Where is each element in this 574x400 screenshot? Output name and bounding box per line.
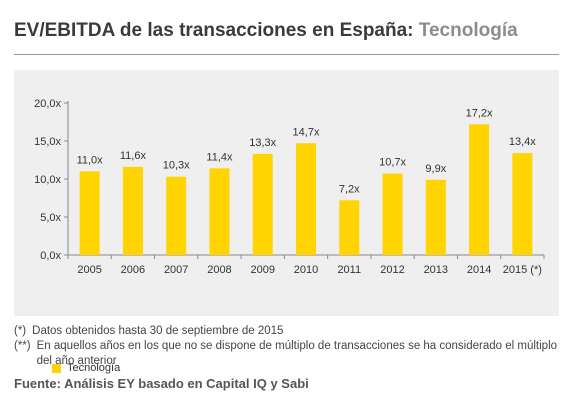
footnote-text: En aquellos años en los que no se dispon… [36, 340, 558, 367]
x-tick-label: 2013 [424, 264, 448, 276]
bar [296, 143, 316, 255]
legend-label: Tecnología [67, 362, 121, 374]
source-note: Fuente: Análisis EY basado en Capital IQ… [14, 376, 309, 391]
bar [252, 153, 273, 255]
data-label: 11,6x [120, 150, 147, 162]
bar-chart: 0,0x 5,0x 10,0x 15,0x 20,0x 11,0x 2005 11,6x 200… [34, 98, 545, 276]
y-tick-label: 0,0x [40, 250, 61, 262]
x-tick-label: 2010 [294, 264, 318, 276]
footnote-text: Datos obtenidos hasta 30 de septiembre d… [32, 325, 284, 337]
x-tick-label: 2014 [467, 264, 491, 276]
bar [209, 168, 230, 255]
chart-title-sector: Tecnología [418, 20, 518, 41]
x-tick-label: 2007 [164, 264, 188, 276]
x-tick-label: 2008 [207, 264, 231, 276]
data-label: 10,3x [163, 160, 190, 172]
data-label: 13,4x [509, 136, 536, 148]
y-tick-label: 20,0x [34, 98, 61, 110]
bar [382, 173, 403, 255]
data-label: 10,7x [379, 157, 406, 169]
bar [79, 171, 100, 255]
x-tick-label: 2012 [380, 264, 404, 276]
chart-panel: 0,0x 5,0x 10,0x 15,0x 20,0x 11,0x 2005 11,6x 200… [14, 70, 559, 374]
data-label: 11,4x [206, 151, 233, 163]
bar [122, 166, 143, 255]
data-label: 7,2x [339, 183, 360, 195]
x-tick-label: 2011 [337, 264, 361, 276]
bar [469, 124, 490, 255]
footnote-mark: (**) [14, 340, 31, 352]
bar [425, 179, 446, 255]
chart-legend: Tecnología [52, 362, 120, 374]
footnote: (**) En aquellos años en los que no se d… [14, 339, 564, 369]
footnotes: (*) Datos obtenidos hasta 30 de septiemb… [14, 324, 564, 369]
y-tick-label: 15,0x [34, 136, 61, 148]
data-label: 13,3x [249, 137, 276, 149]
chart-title-main: EV/EBITDA de las transacciones en España… [14, 20, 414, 41]
footnote: (*) Datos obtenidos hasta 30 de septiemb… [14, 324, 564, 339]
bar [166, 176, 187, 255]
title-divider [14, 54, 559, 55]
bar [339, 200, 360, 255]
legend-swatch [52, 363, 61, 373]
footnote-mark: (*) [14, 325, 27, 337]
data-label: 14,7x [293, 126, 320, 138]
x-tick-label: 2005 [77, 264, 101, 276]
data-label: 17,2x [466, 107, 493, 119]
data-label: 9,9x [425, 163, 446, 175]
x-tick-label: 2009 [250, 264, 274, 276]
bar [512, 153, 533, 255]
data-label: 11,0x [77, 154, 104, 166]
y-tick-label: 5,0x [40, 212, 61, 224]
x-tick-label: 2015 (*) [503, 264, 542, 276]
chart-title: EV/EBITDA de las transacciones en España… [14, 20, 559, 42]
y-tick-label: 10,0x [34, 174, 61, 186]
x-tick-label: 2006 [121, 264, 145, 276]
